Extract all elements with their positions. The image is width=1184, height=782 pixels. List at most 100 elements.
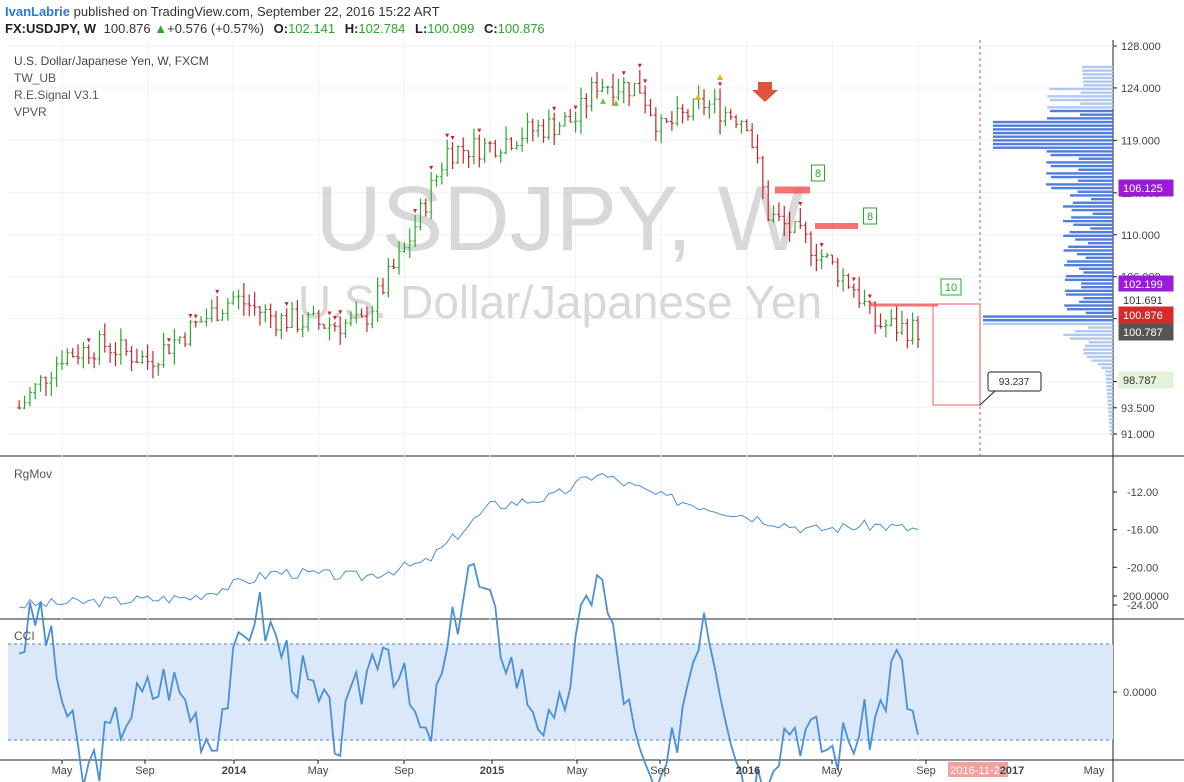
vpvr-bar [1086,355,1113,359]
count-label: 8 [815,168,821,180]
cci-pane-title: CCI [14,629,35,643]
sell-signal-marker [851,277,856,282]
vpvr-bar [1078,157,1113,160]
vpvr-bar [1108,414,1113,417]
price-tag-label: 106.125 [1123,183,1163,195]
price-tick-label: 93.500 [1121,403,1155,415]
vpvr-bar [993,135,1113,138]
resistance-zone [870,303,938,307]
vpvr-bar [1090,197,1113,201]
rgmov-tick-label: -20.00 [1127,562,1158,574]
sell-signal-marker [327,311,332,316]
vpvr-bar [1064,278,1113,282]
sell-signal-marker [450,136,455,141]
vpvr-bar [1064,263,1113,267]
rgmov-tick-label: -24.00 [1127,600,1158,612]
count-label-box [940,278,962,296]
time-tick-label: 2014 [222,765,247,777]
vpvr-bar [1079,300,1113,304]
close-label: C: [483,21,498,36]
vpvr-bar [1105,377,1113,381]
publish-line: IvanLabrie published on TradingView.com,… [5,4,440,19]
close-value: 100.876 [497,21,545,36]
vpvr-bar [1083,271,1113,274]
vpvr-bar [983,322,1113,326]
last-price: 100.876 [103,21,151,36]
vpvr-bar [1083,84,1113,87]
vpvr-bar [1083,348,1113,351]
high-label: H: [344,21,359,36]
sell-signal-marker [413,209,418,214]
vpvr-bar [1072,201,1113,204]
vpvr-bar [1079,267,1113,271]
vpvr-bar [1088,341,1113,344]
sell-signal-marker [332,315,337,320]
vpvr-bar [1069,337,1113,340]
vpvr-bar [1088,326,1113,329]
cci-tick-label: 200.0000 [1123,591,1169,603]
sell-signal-marker [637,63,642,68]
sell-signal-marker [621,71,626,76]
vpvr-bar [1109,421,1113,425]
sell-signal-marker [188,313,193,318]
high-value: 102.784 [358,21,406,36]
vpvr-bar [1081,285,1113,289]
chart-svg[interactable]: USDJPY, W U.S. Dollar/Japanese Yen 128.0… [0,40,1184,782]
signal-triangle-icon [695,94,701,100]
legend: U.S. Dollar/Japanese Yen, W, FXCM TW_UB … [14,54,209,643]
chart-header: IvanLabrie published on TradingView.com,… [0,0,1184,40]
symbol-label: FX:USDJPY, W [5,21,97,36]
vpvr-bar [1078,179,1113,182]
vpvr-bar [1050,153,1113,157]
vpvr-bar [1077,190,1113,193]
vpvr-bar [1107,399,1113,403]
target-callout [987,371,1042,392]
annotations: 8 8 10 93.237 [775,40,1042,456]
vpvr-bar [1108,410,1113,414]
vpvr-bar [1078,168,1113,171]
vpvr-bar [1106,385,1113,388]
time-tick-label: Sep [394,765,414,777]
watermark-name: U.S. Dollar/Japanese Yen [298,276,822,328]
watermark-symbol: USDJPY, W [315,168,804,270]
cci-tick-label: 0.0000 [1123,687,1157,699]
vpvr-bar [1083,297,1113,300]
vpvr-bar [1046,183,1113,186]
price-tick-label: 128.000 [1121,41,1161,53]
cci-series [18,562,919,782]
price-tag-label: 101.691 [1123,295,1163,307]
time-tick-label: 2015 [480,765,504,777]
vpvr-bar [1063,219,1113,223]
vpvr-bar [1083,80,1113,83]
vpvr-bar [1075,238,1113,241]
vpvr-bar [1081,282,1113,285]
time-tick-label: May [308,765,329,777]
count-label-box [811,164,825,182]
author-link[interactable]: IvanLabrie [5,4,71,19]
price-tag [1118,323,1174,341]
legend-title: U.S. Dollar/Japanese Yen, W, FXCM [14,54,209,68]
axes: 128.000124.000119.000114.000110.000106.0… [52,41,1174,777]
sell-signal-marker [867,294,872,299]
vpvr-bar [1071,216,1113,219]
open-value: 102.141 [288,21,336,36]
vpvr-bar [1106,392,1113,395]
vpvr-bar [1109,425,1113,428]
sell-signal-marker [193,314,198,319]
sell-signal-marker [167,338,171,343]
vpvr-bar [1108,418,1113,421]
vpvr-bar [1046,172,1113,175]
ohlc-line: FX:USDJPY, W 100.876 ▲+0.576 (+0.57%) O:… [5,21,545,36]
signal-triangle-icon [613,100,619,106]
count-label: 8 [867,211,873,223]
sell-signal-marker [477,128,482,133]
vpvr-bar [1107,396,1113,399]
vpvr-bar [1109,429,1113,432]
sell-signal-marker [798,201,803,206]
vpvr-bar [1082,73,1113,76]
vpvr-bar [1049,98,1113,102]
vpvr-bar [1065,274,1113,278]
vpvr-bar [1068,245,1113,249]
vpvr-bar [993,124,1113,127]
vpvr-bar [1077,252,1113,256]
